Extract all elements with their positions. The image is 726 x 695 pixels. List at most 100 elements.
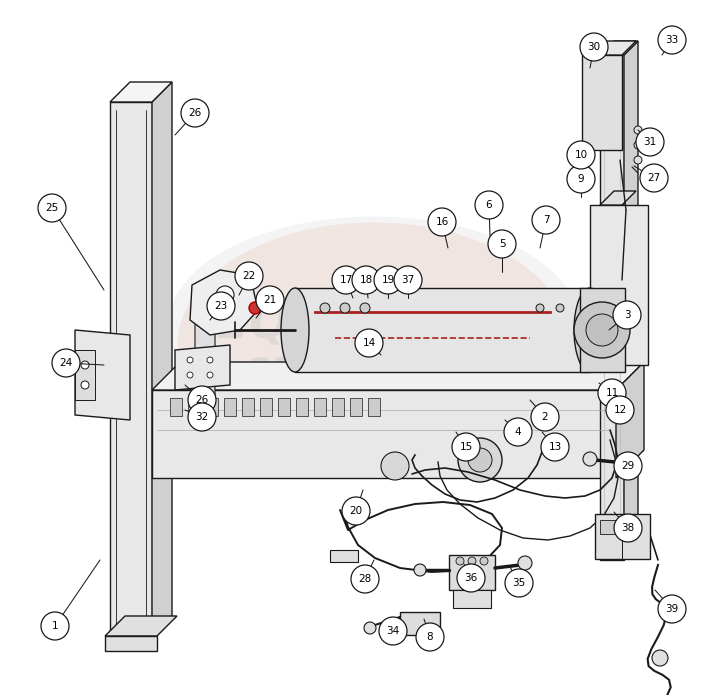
Circle shape [614,452,642,480]
Circle shape [188,386,216,414]
Circle shape [598,379,626,407]
Polygon shape [105,636,157,651]
Polygon shape [582,55,622,150]
Circle shape [381,452,409,480]
Bar [206,398,218,416]
Text: 15: 15 [460,442,473,452]
Circle shape [613,301,641,329]
Circle shape [518,556,532,570]
Text: 29: 29 [621,461,635,471]
Text: 23: 23 [214,301,228,311]
Circle shape [634,141,642,149]
Text: 20: 20 [349,506,362,516]
Circle shape [256,286,284,314]
Circle shape [556,304,564,312]
Text: 16: 16 [436,217,449,227]
Circle shape [488,230,516,258]
Circle shape [52,349,80,377]
Circle shape [574,302,630,358]
Circle shape [360,303,370,313]
Text: 7: 7 [543,215,550,225]
Circle shape [207,372,213,378]
Text: 4: 4 [515,427,521,437]
Bar [595,514,650,559]
Text: 5: 5 [499,239,505,249]
Bar [368,398,380,416]
Text: 25: 25 [45,203,59,213]
Circle shape [320,303,330,313]
Polygon shape [449,555,495,590]
Circle shape [536,304,544,312]
Ellipse shape [281,288,309,372]
Circle shape [352,266,380,294]
Polygon shape [195,285,215,420]
Text: 34: 34 [386,626,399,636]
Bar [188,398,200,416]
Polygon shape [175,345,230,390]
Text: 31: 31 [643,137,656,147]
Circle shape [207,292,235,320]
Circle shape [364,622,376,634]
Bar [296,398,308,416]
Circle shape [634,156,642,164]
Circle shape [332,266,360,294]
Circle shape [468,448,492,472]
Circle shape [658,26,686,54]
Circle shape [583,452,597,466]
Circle shape [428,208,456,236]
Circle shape [340,303,350,313]
Polygon shape [105,616,177,636]
Circle shape [457,564,485,592]
Text: 8: 8 [427,632,433,642]
Circle shape [216,286,234,304]
Circle shape [567,165,595,193]
Text: 35: 35 [513,578,526,588]
Circle shape [505,569,533,597]
Bar [350,398,362,416]
Text: 18: 18 [359,275,372,285]
Bar [242,398,254,416]
Text: 22: 22 [242,271,256,281]
Text: 21: 21 [264,295,277,305]
Circle shape [480,557,488,565]
Text: 14: 14 [362,338,375,348]
Polygon shape [75,330,130,420]
Polygon shape [75,350,95,400]
Circle shape [355,329,383,357]
Circle shape [658,595,686,623]
Circle shape [38,194,66,222]
Text: SPECIALISTS: SPECIALISTS [245,355,503,389]
Polygon shape [110,102,152,636]
Circle shape [81,361,89,369]
Polygon shape [624,41,638,560]
Text: 27: 27 [648,173,661,183]
Polygon shape [152,82,172,636]
Circle shape [41,612,69,640]
Text: 36: 36 [465,573,478,583]
Circle shape [456,557,464,565]
Text: 24: 24 [60,358,73,368]
Text: 9: 9 [578,174,584,184]
Polygon shape [600,55,624,560]
Ellipse shape [168,217,579,436]
Polygon shape [152,390,616,478]
Circle shape [504,418,532,446]
Circle shape [414,564,426,576]
Text: 28: 28 [359,574,372,584]
Text: 19: 19 [381,275,395,285]
Circle shape [475,191,503,219]
Circle shape [452,433,480,461]
Circle shape [640,164,668,192]
Circle shape [187,372,193,378]
Circle shape [207,357,213,363]
Bar [224,398,236,416]
Circle shape [235,262,263,290]
Bar [260,398,272,416]
Polygon shape [295,288,590,372]
Bar [170,398,182,416]
Circle shape [351,565,379,593]
Text: 12: 12 [613,405,627,415]
Circle shape [614,514,642,542]
Polygon shape [582,41,636,55]
Text: 32: 32 [195,412,208,422]
